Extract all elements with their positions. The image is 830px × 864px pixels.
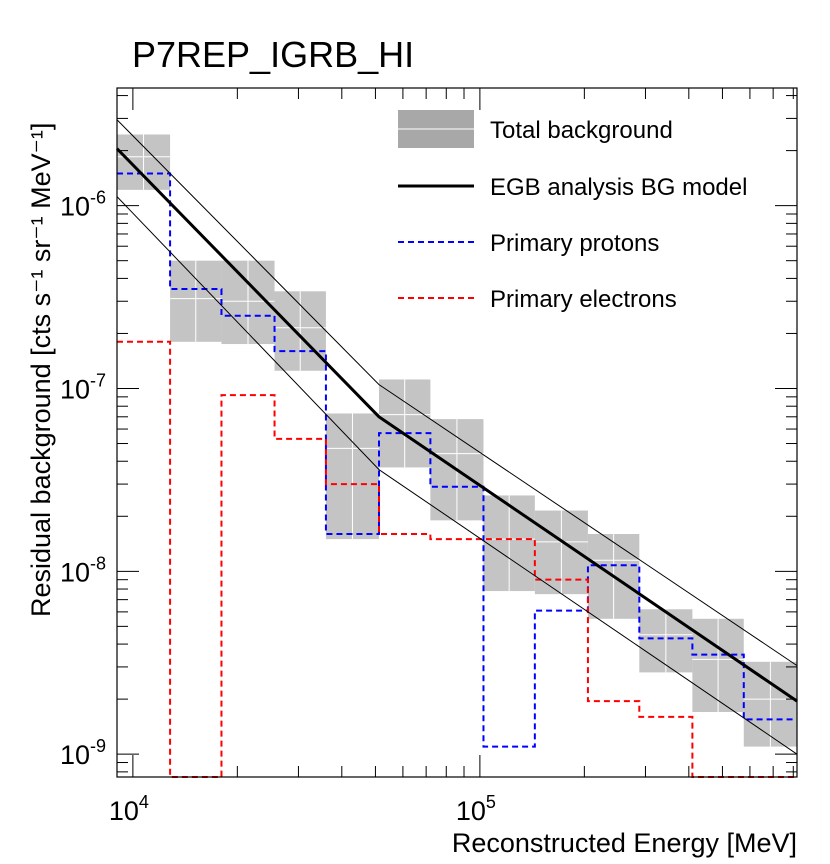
series-lines xyxy=(117,172,797,778)
chart-title: P7REP_IGRB_HI xyxy=(132,34,414,75)
egb-model-upper-band xyxy=(116,119,798,667)
legend-label-primary-protons: Primary protons xyxy=(490,230,659,257)
primary-electrons-histogram xyxy=(117,340,797,778)
egb-model-line xyxy=(115,147,798,703)
y-tick-label: 10-9 xyxy=(60,736,106,770)
plot-frame xyxy=(116,87,798,778)
y-tick-label: 10-7 xyxy=(60,370,106,404)
y-axis-label: Residual background [cts s⁻¹ sr⁻¹ MeV⁻¹] xyxy=(26,123,56,617)
egb-model-lines xyxy=(115,119,798,755)
legend-label-egb-analysis-bg-model: EGB analysis BG model xyxy=(490,174,747,201)
y-tick-label: 10-6 xyxy=(60,188,106,222)
y-tick-label: 10-8 xyxy=(60,553,106,587)
legend-label-primary-electrons: Primary electrons xyxy=(490,286,677,313)
x-tick-label: 104 xyxy=(109,792,149,826)
egb-model-lower-band xyxy=(116,196,798,755)
primary-protons-histogram xyxy=(117,172,797,748)
x-axis-label: Reconstructed Energy [MeV] xyxy=(452,828,797,858)
axis-tick-labels: 104 105 10-6 10-7 10-8 10-9 xyxy=(60,188,496,826)
legend: Total background EGB analysis BG model Pri… xyxy=(398,110,747,313)
x-tick-label: 105 xyxy=(456,792,496,826)
total-background-error-bars xyxy=(117,134,797,747)
legend-label-total-background: Total background xyxy=(490,117,673,144)
axis-ticks xyxy=(116,88,797,777)
